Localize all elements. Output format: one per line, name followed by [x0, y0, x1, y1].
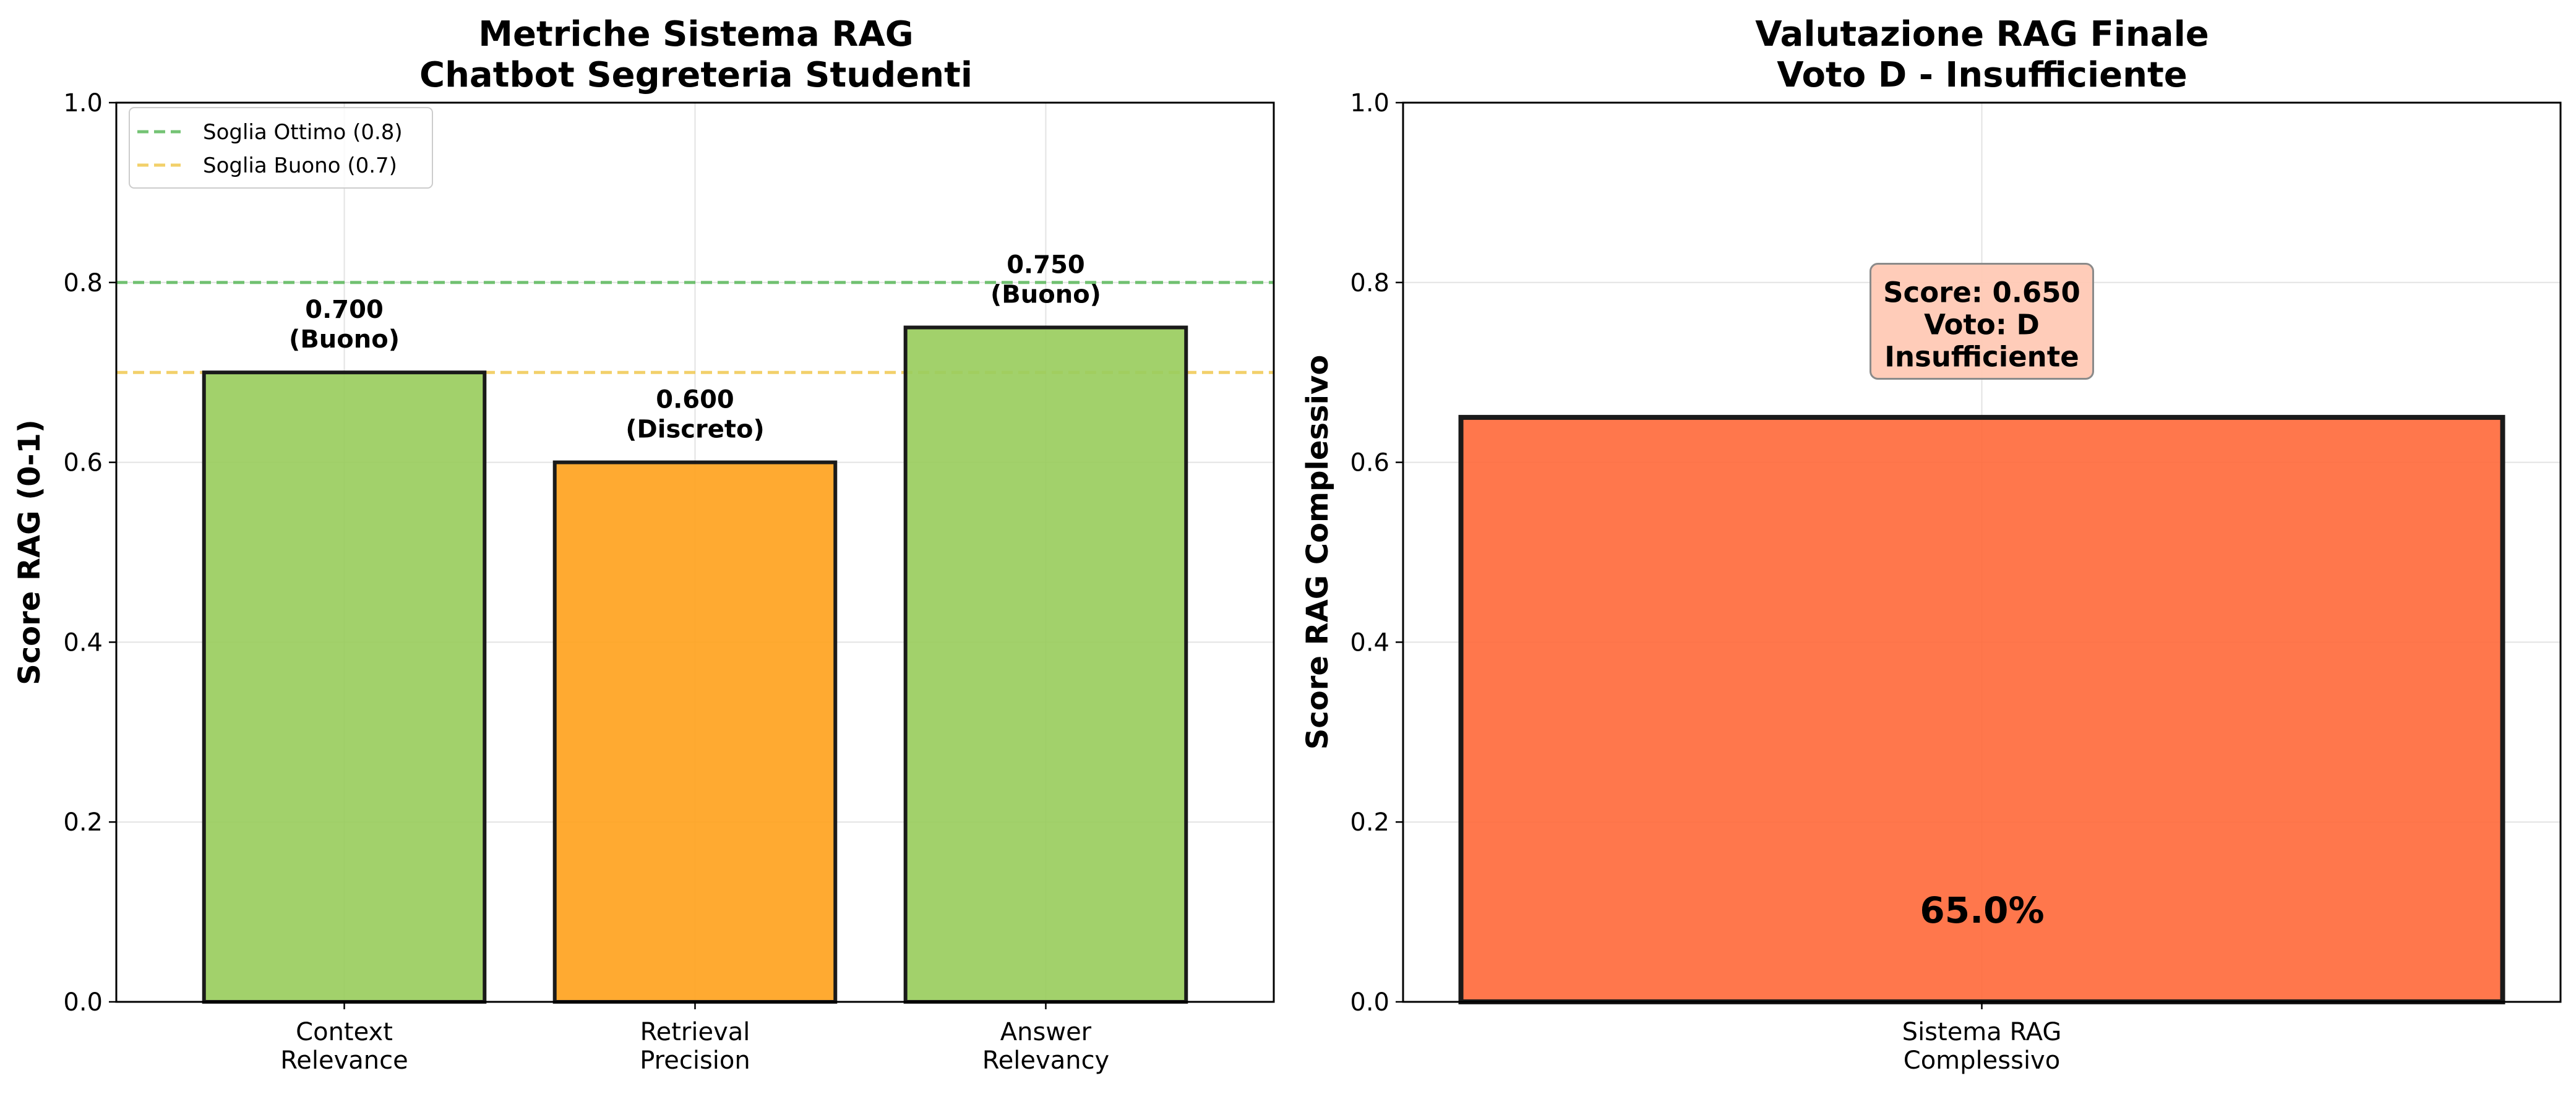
- right-x-tick-label: Sistema RAG Complessivo: [1902, 1018, 2062, 1075]
- right-y-tick-label: 0.2: [1350, 808, 1389, 837]
- annotation-box: [1870, 263, 2094, 380]
- left-x-tick-label-line: Precision: [640, 1046, 750, 1075]
- annotation-line: Voto: D: [1924, 309, 2040, 341]
- left-bars: [202, 325, 1188, 1004]
- right-y-tick-label: 0.4: [1350, 628, 1389, 657]
- legend-buono-label: Soglia Buono (0.7): [203, 153, 397, 178]
- left-x-ticks: Context Relevance Retrieval Precision Answer…: [280, 1002, 1109, 1075]
- left-bar-quality-label: (Discreto): [625, 416, 764, 444]
- right-y-axis-label: Score RAG Complessivo: [1300, 355, 1335, 750]
- left-bar-quality-label: (Buono): [289, 325, 400, 354]
- left-y-tick-label: 0.0: [63, 988, 103, 1017]
- left-bar-1: [552, 460, 838, 1004]
- left-x-tick-label-line: Retrieval: [640, 1018, 750, 1046]
- annotation-text: Score: 0.650 Voto: D Insufficiente: [1883, 276, 2080, 374]
- right-x-ticks: Sistema RAG Complessivo: [1902, 1002, 2062, 1075]
- left-chart-title-line1: Metriche Sistema RAG: [478, 14, 914, 54]
- legend-ottimo-label: Soglia Ottimo (0.8): [203, 120, 403, 145]
- right-bars: [1458, 414, 2505, 1004]
- left-bar-value-label: 0.700: [305, 296, 384, 324]
- right-chart-title-line2: Voto D - Insufficiente: [1777, 55, 2187, 95]
- left-y-tick-label: 0.8: [63, 269, 103, 297]
- left-bar-labels: 0.700(Buono)0.600(Discreto)0.750(Buono): [289, 251, 1101, 444]
- left-x-tick-label-line: Relevance: [280, 1046, 408, 1075]
- left-bar-quality-label: (Buono): [990, 281, 1101, 309]
- right-chart-title-line1: Valutazione RAG Finale: [1755, 14, 2209, 54]
- right-plot-frame: [1402, 101, 2562, 1003]
- left-chart-title-line2: Chatbot Segreteria Studenti: [419, 55, 972, 95]
- left-y-tick-label: 0.2: [63, 808, 103, 837]
- left-y-tick-label: 0.4: [63, 628, 103, 657]
- percent-label: 65.0%: [1920, 889, 2044, 931]
- score-annotation: Score: 0.650 Voto: D Insufficiente: [1870, 263, 2094, 380]
- left-y-ticks: 0.0 0.2 0.4 0.6 0.8 1.0: [63, 89, 116, 1017]
- right-chart: Valutazione RAG Finale Voto D - Insuffic…: [1300, 14, 2562, 1075]
- right-y-tick-label: 0.8: [1350, 269, 1389, 297]
- right-bar-0: [1458, 414, 2505, 1004]
- left-x-tick-label: Retrieval Precision: [640, 1018, 750, 1075]
- right-y-tick-label: 0.0: [1350, 988, 1389, 1017]
- right-y-ticks: 0.0 0.2 0.4 0.6 0.8 1.0: [1350, 89, 1403, 1017]
- left-x-tick-label: Answer Relevancy: [982, 1018, 1110, 1075]
- left-x-tick-label-line: Context: [296, 1018, 393, 1046]
- legend: Soglia Ottimo (0.8) Soglia Buono (0.7): [129, 107, 433, 189]
- left-chart: Metriche Sistema RAG Chatbot Segreteria …: [12, 14, 1275, 1075]
- left-y-tick-label: 1.0: [63, 89, 103, 118]
- left-bar-2: [903, 325, 1188, 1004]
- left-bar-value-label: 0.600: [656, 386, 734, 414]
- right-x-tick-label-line: Complessivo: [1904, 1046, 2060, 1075]
- right-x-tick-label-line: Sistema RAG: [1902, 1018, 2062, 1046]
- left-bar-0: [202, 370, 487, 1004]
- left-y-tick-label: 0.6: [63, 449, 103, 477]
- annotation-line: Insufficiente: [1884, 341, 2079, 374]
- left-x-tick-label-line: Relevancy: [982, 1046, 1110, 1075]
- right-y-tick-label: 1.0: [1350, 89, 1389, 118]
- left-bar-value-label: 0.750: [1007, 251, 1085, 280]
- right-y-tick-label: 0.6: [1350, 449, 1389, 477]
- left-x-tick-label-line: Answer: [1000, 1018, 1092, 1046]
- legend-box: [129, 107, 433, 189]
- annotation-line: Score: 0.650: [1883, 276, 2080, 309]
- left-plot-frame: [115, 101, 1275, 1003]
- left-x-tick-label: Context Relevance: [280, 1018, 408, 1075]
- left-y-axis-label: Score RAG (0-1): [12, 419, 47, 685]
